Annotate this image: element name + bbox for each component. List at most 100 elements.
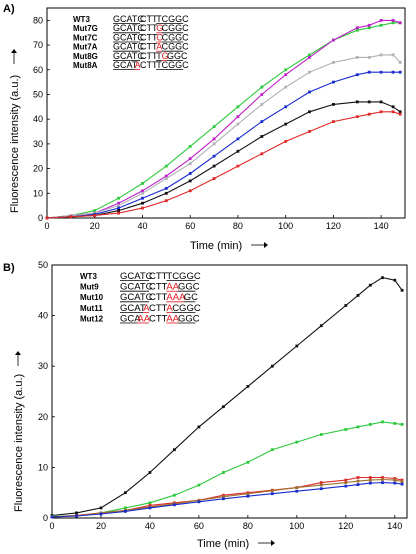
series-3-point	[308, 70, 311, 74]
panel-a-y-arrow-icon	[11, 49, 17, 53]
y-tick-label: 0	[38, 213, 43, 223]
legend-sequence-segment: CTT	[149, 282, 168, 293]
series-6-point	[391, 110, 395, 114]
series-3-point	[117, 204, 120, 207]
panel-a-y-title: Fluorescence intensity (a.u.)	[9, 49, 21, 213]
x-tick-label: 80	[233, 221, 243, 231]
x-tick-label: 20	[90, 221, 100, 231]
legend-label: WT3	[73, 15, 90, 24]
panel-a: A) 0 20 40 60 80 100 120 140 01020304050607080 …	[3, 3, 406, 252]
series-2-point	[367, 23, 371, 27]
legend-sequence-segment: GCATC	[120, 282, 153, 293]
series-3-point	[332, 61, 335, 64]
series-6-point	[93, 214, 97, 217]
legend-sequence-segment: GCATC	[113, 32, 144, 42]
series-2-point	[260, 93, 264, 96]
series-4-point	[222, 495, 225, 499]
legend-sequence-segment: A	[135, 60, 141, 70]
series-2-point	[117, 201, 120, 205]
legend-sequence-segment: TCGGC	[166, 271, 200, 282]
series-1-point	[117, 196, 120, 200]
series-4-point	[308, 90, 311, 94]
x-tick-label: 100	[289, 521, 304, 531]
series-2-point	[381, 420, 384, 424]
series-5-point	[391, 105, 395, 109]
legend-sequence-segment: GCATC	[113, 14, 144, 24]
y-tick-label: 80	[33, 15, 43, 25]
series-6-point	[355, 115, 359, 119]
y-tick-label: 60	[33, 65, 43, 75]
series-6-point	[188, 189, 192, 193]
series-3-point	[188, 162, 192, 165]
series-2-point	[284, 73, 288, 77]
series-6-point	[141, 206, 144, 210]
panel-b-y-arrow-icon	[15, 351, 21, 355]
series-3-point	[212, 142, 216, 146]
panel-a-y-axis: 0 10 20 30 40 50 60 70 80	[33, 15, 50, 223]
legend-sequence-segment: C	[156, 32, 163, 42]
series-4-point	[188, 172, 192, 175]
y-tick-label: 30	[33, 139, 43, 149]
x-tick-label: 100	[278, 221, 293, 231]
legend-sequence-segment: CTT	[149, 271, 168, 282]
series-6-point	[398, 112, 402, 116]
series-3-point	[400, 478, 404, 482]
series-1-point	[260, 85, 264, 89]
series-5-point	[141, 201, 144, 205]
legend-sequence-segment: AA	[137, 313, 150, 324]
x-tick-label: 20	[96, 521, 106, 531]
panel-a-series	[45, 19, 402, 220]
series-line-6	[46, 111, 401, 219]
series-6-point	[308, 130, 311, 133]
legend-sequence-segment: CGGC	[162, 42, 190, 52]
legend-sequence-segment: TCGGC	[156, 14, 189, 24]
series-2-point	[173, 493, 176, 497]
series-2-point	[148, 501, 152, 505]
legend-sequence-segment: A	[156, 42, 162, 52]
legend-sequence-segment: CTT	[140, 60, 158, 70]
legend-sequence-segment: CTT	[140, 23, 158, 33]
legend-sequence-segment: A	[143, 303, 150, 314]
series-2-point	[398, 21, 402, 25]
x-tick-label: 140	[387, 521, 402, 531]
series-2-point	[236, 115, 240, 119]
series-2-point	[308, 56, 311, 59]
series-4-point	[270, 489, 274, 493]
series-1-point	[197, 425, 201, 429]
series-3-point	[222, 493, 225, 497]
series-4-point	[400, 480, 404, 483]
series-5-point	[164, 191, 168, 195]
panel-a-x-axis: 0 20 40 60 80 100 120 140	[44, 215, 389, 231]
series-2-point	[188, 157, 192, 161]
series-1-point	[295, 344, 299, 348]
panel-a-x-arrow-icon	[264, 242, 268, 248]
series-4-point	[236, 137, 240, 141]
panel-b-x-arrow-icon	[271, 540, 275, 546]
series-4-point	[391, 70, 395, 74]
legend-sequence-segment: GCATC	[113, 51, 144, 61]
series-2-point	[141, 189, 144, 193]
x-tick-label: 0	[49, 521, 54, 531]
y-tick-label: 30	[38, 361, 48, 371]
legend-sequence-segment: GGC	[167, 51, 188, 61]
series-3-point	[398, 61, 402, 64]
series-5-point	[379, 100, 383, 104]
legend-sequence-segment: CTT	[140, 51, 158, 61]
series-2-point	[319, 433, 323, 436]
series-2-point	[164, 174, 168, 178]
series-5-point	[236, 149, 240, 153]
legend-label: WT3	[80, 272, 97, 281]
series-1-point	[270, 364, 274, 368]
legend-sequence-segment: G	[156, 23, 163, 33]
series-3-point	[381, 476, 384, 479]
y-tick-label: 40	[38, 311, 48, 321]
series-4-point	[212, 154, 216, 158]
series-5-point	[308, 110, 311, 114]
panel-b-y-title: Fluorescence intensity (a.u.)	[13, 351, 25, 512]
y-tick-label: 70	[33, 40, 43, 50]
series-5-point	[117, 209, 120, 212]
series-5-point	[355, 100, 359, 104]
legend-sequence-segment: G	[162, 51, 169, 61]
legend-sequence-segment: CTT	[149, 303, 168, 314]
